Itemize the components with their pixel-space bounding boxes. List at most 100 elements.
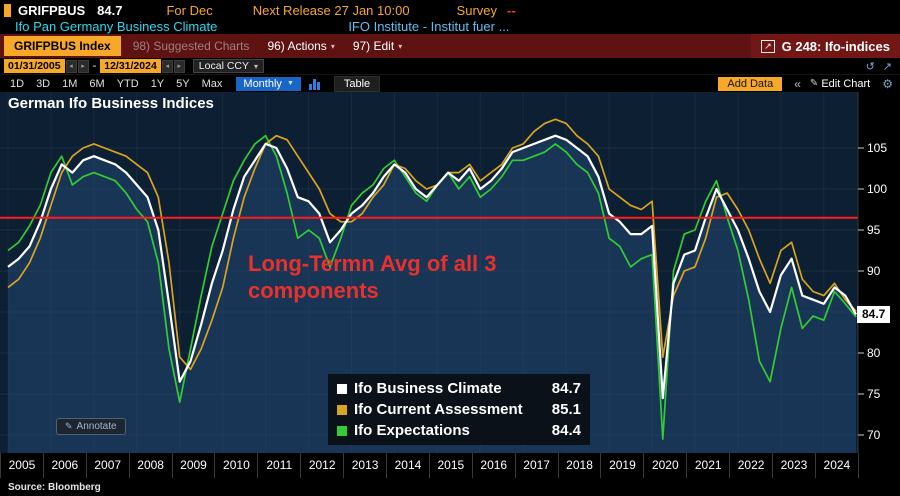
- source-name: IFO Institute - Institut fuer ...: [348, 18, 510, 34]
- next-release: Next Release 27 Jan 10:00: [252, 2, 410, 18]
- currency-select[interactable]: Local CCY ▾: [192, 59, 265, 73]
- avg-annotation: Long-Termn Avg of all 3 components: [248, 250, 497, 304]
- ticker-symbol: GRIFPBUS: [18, 2, 86, 18]
- x-axis-year-label: 2012: [300, 453, 343, 478]
- last-value-label: 84.7: [857, 306, 891, 324]
- avg-annotation-line1: Long-Termn Avg of all 3: [248, 251, 497, 276]
- annotate-button[interactable]: ✎ Annotate: [56, 418, 126, 435]
- area-fill: [8, 135, 856, 453]
- end-date-input[interactable]: 12/31/2024: [100, 59, 161, 73]
- expand-icon[interactable]: ↗: [882, 60, 892, 73]
- menu-actions-label: 96) Actions: [267, 39, 327, 53]
- legend-label: Ifo Expectations: [354, 422, 470, 439]
- legend-value: 84.4: [551, 422, 581, 439]
- avg-annotation-line2: components: [248, 278, 379, 303]
- footer: Source: Bloomberg: [0, 478, 900, 496]
- pencil-icon: ✎: [65, 421, 73, 431]
- period-button-3d[interactable]: 3D: [36, 77, 51, 90]
- menu-edit[interactable]: 97) Edit ▾: [353, 39, 402, 53]
- x-axis-year-label: 2018: [557, 453, 601, 478]
- chevron-down-icon: ▾: [330, 41, 335, 51]
- table-button[interactable]: Table: [333, 75, 381, 92]
- period-button-ytd[interactable]: YTD: [116, 77, 139, 90]
- x-axis-year-label: 2015: [428, 453, 472, 478]
- survey-value: --: [507, 2, 516, 18]
- x-axis-year-label: 2017: [514, 453, 558, 478]
- x-axis-year-label: 2019: [600, 453, 643, 478]
- x-axis-year-label: 2020: [643, 453, 686, 478]
- end-date-back-icon[interactable]: ◂: [161, 59, 173, 73]
- x-axis-year-label: 2008: [128, 453, 172, 478]
- x-axis-year-label: 2011: [257, 453, 300, 478]
- legend-item[interactable]: Ifo Expectations 84.4: [337, 420, 581, 441]
- x-axis-filler: [857, 453, 900, 478]
- chevron-down-icon: ▼: [286, 80, 294, 87]
- legend-value: 84.7: [551, 380, 581, 397]
- source-label: Source: Bloomberg: [8, 481, 101, 493]
- chart-id-region[interactable]: ↗ G 248: Ifo-indices: [751, 34, 900, 58]
- frequency-label: Monthly: [243, 77, 282, 90]
- undo-icon[interactable]: ↺: [865, 60, 875, 73]
- period-button-5y[interactable]: 5Y: [176, 77, 190, 90]
- end-date-forward-icon[interactable]: ▸: [173, 59, 185, 73]
- legend-label: Ifo Business Climate: [354, 380, 502, 397]
- legend-label: Ifo Current Assessment: [354, 401, 523, 418]
- menu-actions[interactable]: 96) Actions ▾: [267, 39, 334, 53]
- survey-label: Survey: [456, 2, 498, 18]
- collapse-icon[interactable]: «: [794, 76, 801, 91]
- menu-edit-label: 97) Edit: [352, 39, 395, 53]
- chevron-down-icon: ▾: [398, 41, 403, 51]
- series-line-ifo-business-climate: [7, 134, 857, 400]
- x-axis-year-label: 2022: [729, 453, 772, 478]
- menu-suggested-charts[interactable]: 98) Suggested Charts: [132, 39, 250, 53]
- start-date-input[interactable]: 01/31/2005: [4, 59, 65, 73]
- security-input[interactable]: GRIFPBUS Index: [4, 36, 121, 56]
- start-date-forward-icon[interactable]: ▸: [77, 59, 89, 73]
- date-range-separator: -: [92, 60, 97, 72]
- x-axis-year-label: 2023: [772, 453, 815, 478]
- chevron-down-icon: ▾: [254, 61, 259, 71]
- series-line-ifo-expectations: [7, 134, 857, 440]
- start-date-back-icon[interactable]: ◂: [65, 59, 77, 73]
- chart-id: G 248: Ifo-indices: [781, 38, 890, 54]
- period-button-1y[interactable]: 1Y: [150, 77, 165, 90]
- x-axis-year-label: 2013: [343, 453, 386, 478]
- x-axis-year-label: 2016: [471, 453, 515, 478]
- legend-item[interactable]: Ifo Current Assessment 85.1: [337, 399, 581, 420]
- legend-swatch: [337, 404, 347, 415]
- x-axis-year-label: 2007: [85, 453, 129, 478]
- edit-chart-button[interactable]: ✎ Edit Chart: [810, 78, 882, 90]
- gear-icon[interactable]: ⚙: [882, 76, 893, 91]
- last-price: 84.7: [97, 2, 123, 18]
- chart-legend[interactable]: Ifo Business Climate 84.7 Ifo Current Asse…: [328, 374, 590, 445]
- x-axis-year-label: 2005: [0, 453, 43, 478]
- x-axis-year-label: 2021: [686, 453, 729, 478]
- chart-area: German Ifo Business Indices Long-Termn A…: [0, 92, 900, 453]
- annotate-label: Annotate: [76, 421, 117, 432]
- series-line-ifo-current-assessment: [7, 118, 857, 371]
- legend-swatch: [337, 383, 347, 394]
- x-axis-year-label: 2014: [386, 453, 429, 478]
- date-toolbar: 01/31/2005 ◂ ▸ - 12/31/2024 ◂ ▸ Local CC…: [0, 58, 900, 74]
- price-period: For Dec: [166, 2, 213, 18]
- legend-item[interactable]: Ifo Business Climate 84.7: [337, 378, 581, 399]
- x-axis-year-label: 2006: [42, 453, 86, 478]
- chart-type-icon[interactable]: [308, 78, 325, 90]
- accent-block: [4, 3, 11, 17]
- export-icon[interactable]: ↗: [761, 39, 775, 53]
- menu-bar: GRIFPBUS Index 98) Suggested Charts 96) …: [0, 34, 900, 58]
- x-axis: 2005 2006 2007 2008 2009 2010 2011 2012 2013 2014…: [0, 453, 900, 478]
- frequency-select[interactable]: Monthly ▼: [236, 76, 301, 91]
- period-button-max[interactable]: Max: [201, 77, 223, 90]
- edit-chart-label: Edit Chart: [821, 77, 871, 90]
- currency-label: Local CCY: [198, 60, 249, 72]
- add-data-button[interactable]: Add Data: [718, 76, 783, 91]
- period-button-1d[interactable]: 1D: [10, 77, 25, 90]
- security-name: Ifo Pan Germany Business Climate: [15, 18, 218, 34]
- period-button-6m[interactable]: 6M: [89, 77, 105, 90]
- legend-value: 85.1: [551, 401, 581, 418]
- period-button-1m[interactable]: 1M: [62, 77, 78, 90]
- chart-title: German Ifo Business Indices: [8, 95, 214, 112]
- security-header: GRIFPBUS 84.7 For Dec Next Release 27 Ja…: [0, 0, 900, 34]
